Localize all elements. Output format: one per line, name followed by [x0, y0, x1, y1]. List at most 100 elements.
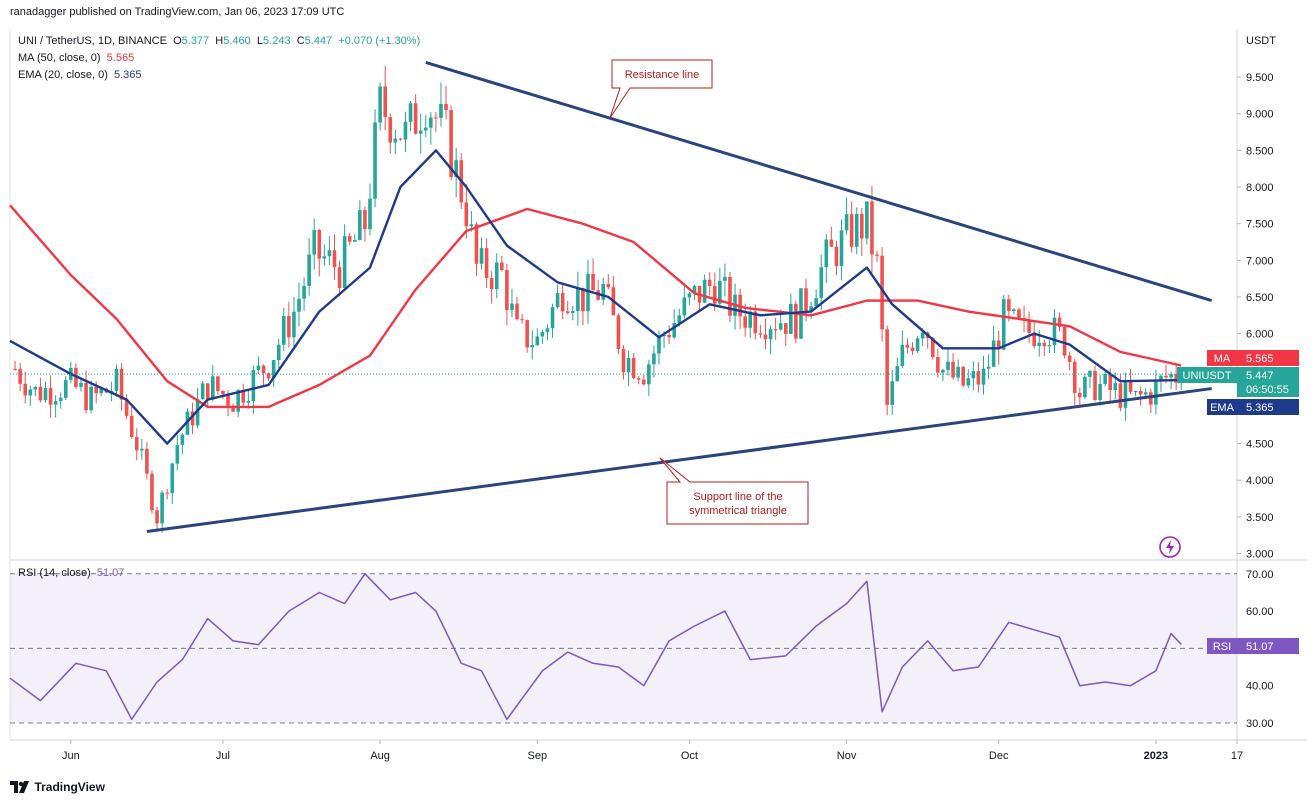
candle-body — [601, 283, 606, 300]
candle-body — [768, 329, 773, 340]
time-tick-label: Jun — [62, 750, 80, 762]
candle-body — [302, 286, 306, 299]
time-tick-label: 17 — [1231, 750, 1243, 762]
candle-body — [966, 378, 971, 386]
price-tag-value-bg — [1237, 367, 1299, 397]
tradingview-logo[interactable]: TradingView — [10, 778, 105, 796]
candle-body — [1017, 309, 1021, 318]
candle-body — [971, 371, 976, 379]
grid — [9, 30, 1307, 741]
candle-body — [1149, 392, 1153, 405]
candle-body — [469, 224, 474, 227]
lightning-icon[interactable] — [1158, 535, 1182, 559]
symbol-legend: UNI / TetherUS, 1D, BINANCE O5.377 H5.46… — [18, 35, 420, 47]
candle-body — [221, 390, 225, 395]
price-tag-countdown: 06:50:55 — [1246, 384, 1289, 396]
rsi-tick-label: 60.00 — [1246, 606, 1274, 618]
price-tick-label: 6.000 — [1246, 329, 1274, 341]
candle-body — [591, 273, 595, 291]
candle-body — [530, 345, 535, 348]
candle-body — [408, 103, 413, 122]
high-value: 5.460 — [223, 35, 251, 47]
candle-body — [180, 434, 185, 445]
candle-body — [53, 401, 58, 405]
candle-body — [773, 329, 778, 331]
price-tick-label: 8.000 — [1246, 182, 1274, 194]
candle-body — [743, 316, 747, 328]
candle-body — [211, 376, 215, 400]
open-value: 5.377 — [181, 35, 210, 47]
candle-body — [667, 334, 671, 338]
price-tick-label: 4.000 — [1246, 475, 1274, 487]
candle-body — [347, 236, 352, 242]
candle-body — [266, 373, 271, 379]
candle-body — [63, 379, 68, 398]
candle-body — [1052, 317, 1057, 346]
candle-body — [246, 401, 251, 403]
candle-body — [1164, 375, 1168, 378]
ema-tag-value: 5.365 — [1246, 402, 1274, 414]
candle-body — [403, 121, 408, 140]
ma-tag-label: MA — [1214, 353, 1231, 365]
candle-body — [368, 198, 372, 230]
candle-body — [393, 138, 398, 143]
candle-body — [996, 340, 1001, 350]
rsi-tag-value-bg — [1237, 638, 1299, 654]
ma-legend-value: 5.565 — [106, 52, 135, 64]
candle-body — [165, 492, 169, 494]
candle-body — [479, 248, 484, 264]
ema20-line — [9, 149, 1182, 445]
candle-body — [352, 239, 357, 242]
indicator-lines — [9, 149, 1237, 721]
rsi-tick-label: 70.00 — [1246, 569, 1274, 581]
ema-tag-label-bg — [1207, 399, 1237, 415]
candle-body — [1174, 374, 1178, 383]
price-tick-label: 7.500 — [1246, 219, 1274, 231]
candle-body — [1083, 376, 1087, 398]
candle-body — [1062, 326, 1067, 356]
rsi-legend-label: RSI (14, close) — [18, 567, 91, 579]
candle-body — [94, 386, 98, 394]
candle-body — [474, 224, 479, 264]
rsi-tag-label-bg — [1207, 638, 1237, 654]
resistance-label: Resistance line — [625, 69, 700, 81]
candle-body — [880, 255, 884, 330]
candle-body — [616, 315, 621, 350]
candle-body — [418, 130, 423, 134]
ema-tag-value-bg — [1237, 399, 1299, 415]
support-label-line1: Support line of the — [693, 491, 782, 503]
annotations: Resistance line Support line of the symmet… — [609, 59, 809, 525]
ma-tag-label-bg — [1207, 350, 1237, 366]
candle-body — [251, 370, 256, 402]
candle-body — [682, 297, 687, 316]
ema-tag-label: EMA — [1210, 402, 1235, 414]
candle-body — [1143, 392, 1148, 395]
candle-body — [383, 86, 387, 118]
candle-body — [981, 368, 986, 385]
candle-body — [1113, 383, 1118, 391]
candle-body — [550, 307, 555, 329]
candle-body — [1088, 370, 1092, 377]
ma-tag-value: 5.565 — [1246, 353, 1274, 365]
candle-body — [175, 444, 180, 464]
candle-body — [728, 276, 732, 316]
candle-body — [505, 270, 509, 310]
price-tag-label: UNIUSDT — [1183, 370, 1232, 382]
publisher-line: ranadagger published on TradingView.com,… — [10, 6, 345, 18]
price-tick-label: 8.500 — [1246, 145, 1274, 157]
low-label: L — [256, 35, 264, 47]
candle-body — [1103, 374, 1107, 384]
candle-body — [429, 117, 433, 128]
price-tick-label: 3.000 — [1246, 549, 1274, 561]
symbol-name: UNI / TetherUS, 1D, BINANCE — [18, 35, 167, 47]
candle-body — [89, 386, 93, 411]
candle-body — [692, 285, 697, 294]
candle-body — [621, 349, 626, 373]
candle-body — [875, 254, 879, 256]
candle-body — [256, 365, 261, 371]
price-tick-label: 7.000 — [1246, 255, 1274, 267]
candle-body — [155, 510, 159, 524]
candle-body — [160, 492, 164, 524]
candle-body — [241, 390, 246, 403]
